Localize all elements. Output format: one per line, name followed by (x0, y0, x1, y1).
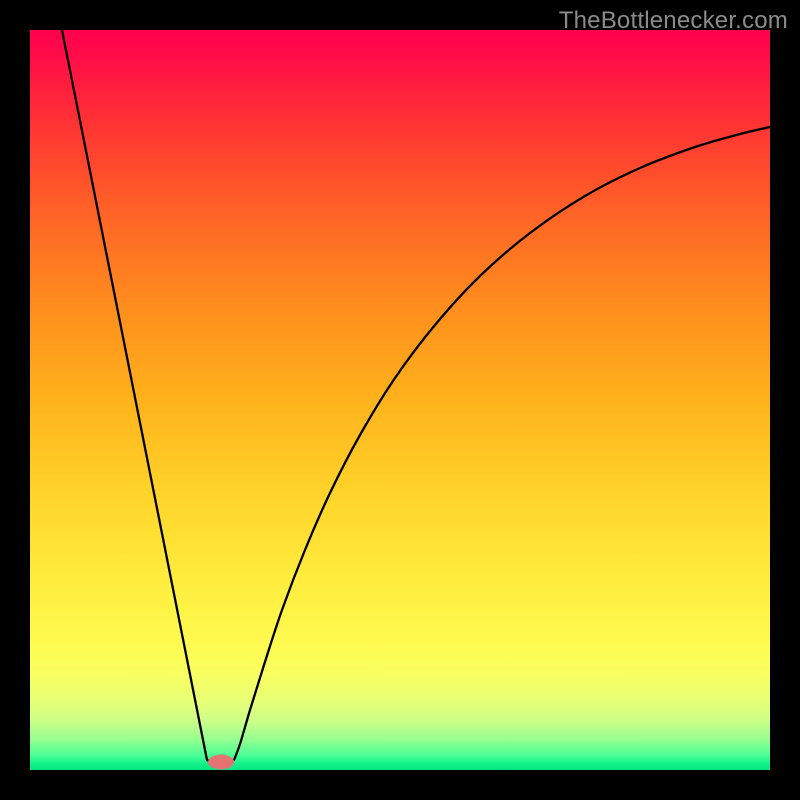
watermark-text: TheBottlenecker.com (559, 7, 788, 35)
min-marker (208, 755, 234, 770)
gradient-background (30, 30, 770, 770)
chart-canvas: TheBottlenecker.com (0, 0, 800, 800)
plot-svg (30, 30, 770, 770)
plot-area (30, 30, 770, 770)
